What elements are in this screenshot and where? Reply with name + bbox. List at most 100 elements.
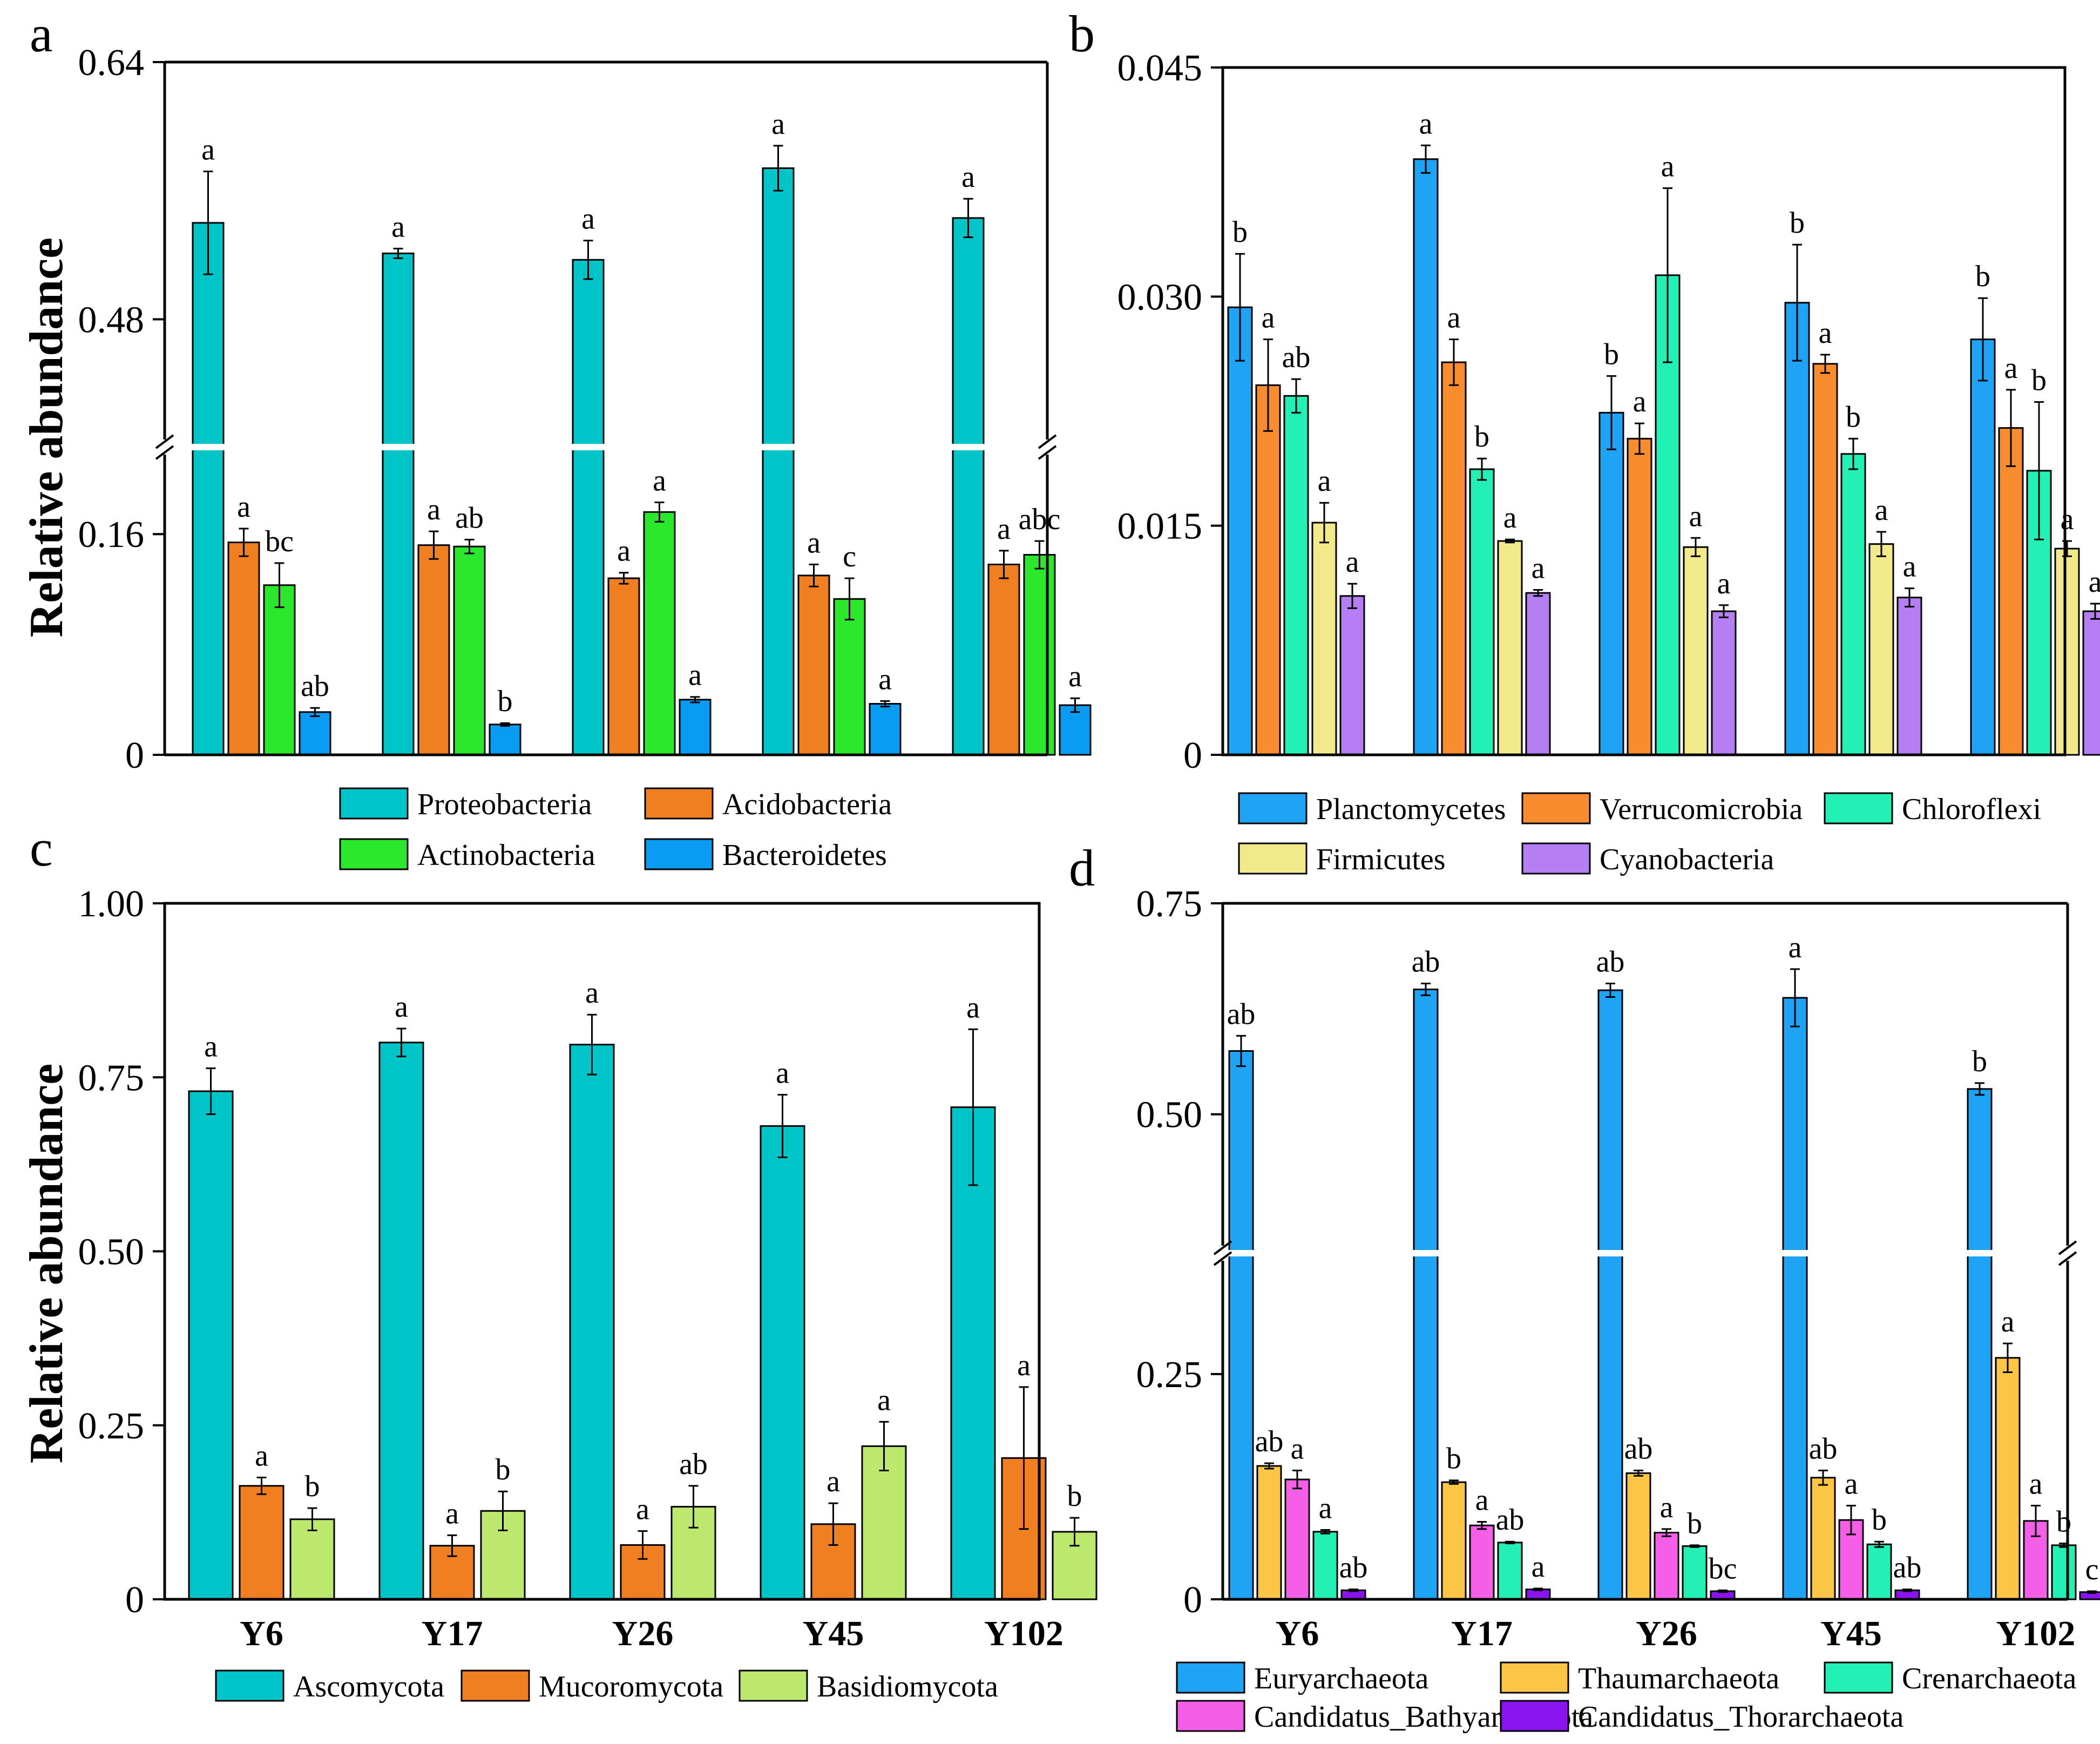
significance-letter: ab [1255, 1425, 1284, 1458]
panel-letter: b [1069, 5, 1095, 63]
bar-Euryarchaeota-Y17 [1413, 988, 1439, 1600]
legend: Ascomycota Mucoromycota Basidiomycota [215, 1669, 998, 1704]
legend-label: Actinobacteria [417, 839, 595, 872]
y-tick-label: 0.25 [1136, 1354, 1203, 1396]
significance-letter: a [966, 991, 980, 1024]
bar-Firmicutes-Y45 [1868, 543, 1894, 756]
legend-label: Bacteroidetes [722, 839, 887, 872]
significance-letter: a [445, 1497, 459, 1530]
bar-Firmicutes-Y6 [1311, 522, 1337, 756]
significance-letter: bc [265, 525, 294, 558]
x-tick-label: Y45 [803, 1614, 864, 1653]
legend-swatch-Thaumarchaeota [1500, 1661, 1569, 1694]
significance-letter: a [2089, 565, 2100, 599]
significance-letter: a [237, 490, 250, 524]
bar-Cyanobacteria-Y17 [1525, 592, 1551, 756]
bar-Thaumarchaeota-Y6 [1256, 1465, 1282, 1600]
bar-Acidobacteria-Y45 [797, 574, 830, 756]
bar-Cyanobacteria-Y45 [1896, 597, 1922, 756]
significance-letter: a [2061, 503, 2074, 536]
legend-swatch-Verrucomicrobia [1521, 792, 1591, 824]
axis-break-gap [1224, 1250, 2067, 1256]
significance-letter: ab [1227, 997, 1256, 1031]
significance-letter: ab [1282, 341, 1311, 374]
bar-Verrucomicrobia-Y6 [1255, 384, 1281, 756]
significance-letter: a [581, 202, 595, 235]
bar-Firmicutes-Y17 [1497, 540, 1523, 756]
significance-letter: a [776, 1056, 789, 1090]
x-tick-label: Y102 [984, 1614, 1063, 1653]
x-tick-label: Y6 [240, 1614, 283, 1653]
bar-Proteobacteria-Y102 [952, 217, 985, 756]
bar-Mucoromycota-Y17 [429, 1545, 475, 1600]
bar-Euryarchaeota-Y102 [1967, 1088, 1993, 1600]
panel-letter: d [1069, 839, 1095, 897]
significance-letter: b [498, 685, 513, 718]
legend-swatch-Basidiomycota [739, 1669, 808, 1702]
legend-swatch-Candidatus_Bathyarchaeota [1176, 1700, 1245, 1732]
significance-letter: a [1845, 1467, 1858, 1500]
legend-swatch-Crenarchaeota [1824, 1661, 1893, 1694]
bar-Ascomycota-Y6 [188, 1090, 234, 1600]
bar-Ascomycota-Y26 [569, 1044, 615, 1600]
bar-Euryarchaeota-Y26 [1597, 989, 1623, 1600]
bar-Thaumarchaeota-Y26 [1625, 1472, 1651, 1600]
bar-Verrucomicrobia-Y45 [1812, 363, 1838, 756]
legend-swatch-Euryarchaeota [1176, 1661, 1245, 1694]
significance-letter: a [1819, 316, 1832, 350]
significance-letter: b [1972, 1045, 1987, 1078]
significance-letter: ab [455, 501, 484, 535]
bar-Actinobacteria-Y45 [833, 598, 866, 756]
significance-letter: a [2001, 1305, 2015, 1339]
bar-Basidiomycota-Y6 [289, 1518, 335, 1600]
legend-swatch-Bacteroidetes [644, 838, 714, 870]
significance-letter: a [688, 659, 702, 692]
bar-Verrucomicrobia-Y102 [1998, 427, 2024, 756]
bar-Firmicutes-Y26 [1683, 546, 1709, 756]
significance-letter: a [1318, 464, 1331, 498]
axis-break-mark [1038, 434, 1057, 449]
bar-Actinobacteria-Y102 [1023, 554, 1056, 756]
panel-letter: a [30, 5, 53, 63]
y-tick-label: 0.030 [1117, 276, 1203, 318]
significance-letter: a [1633, 385, 1647, 418]
axis-break-mark [1213, 1251, 1232, 1266]
significance-letter: a [1532, 1550, 1545, 1584]
bar-Planctomycetes-Y102 [1970, 339, 1996, 756]
legend: Proteobacteria Acidobacteria Actinobacteri… [339, 787, 892, 872]
bar-Thaumarchaeota-Y45 [1810, 1477, 1836, 1600]
significance-letter: a [997, 512, 1011, 546]
y-tick-label: 0.48 [78, 299, 145, 341]
legend-label: Crenarchaeota [1902, 1662, 2076, 1695]
y-tick-label: 0.75 [1136, 883, 1203, 925]
significance-letter: a [961, 160, 975, 194]
legend-label: Mucoromycota [539, 1670, 723, 1704]
significance-letter: abc [1019, 503, 1061, 536]
significance-letter: b [1790, 206, 1805, 240]
significance-letter: a [807, 526, 821, 559]
bar-Thaumarchaeota-Y17 [1441, 1481, 1467, 1600]
bar-Bacteroidetes-Y26 [679, 699, 712, 756]
legend-label: Thaumarchaeota [1578, 1662, 1779, 1695]
bar-Verrucomicrobia-Y17 [1441, 361, 1467, 756]
significance-letter: b [1846, 400, 1861, 434]
bar-Crenarchaeota-Y26 [1682, 1545, 1708, 1600]
y-tick-label: 0.16 [78, 514, 145, 556]
significance-letter: ab [1496, 1503, 1525, 1537]
bar-Proteobacteria-Y17 [382, 252, 415, 756]
bar-Chloroflexi-Y45 [1840, 453, 1866, 756]
axis-break-mark [1213, 1240, 1232, 1255]
significance-letter: a [1447, 301, 1461, 335]
y-tick-label: 0 [1183, 735, 1202, 776]
significance-letter: a [1717, 567, 1731, 600]
bar-Bacteroidetes-Y45 [869, 702, 902, 756]
significance-letter: a [1661, 150, 1675, 183]
legend-swatch-Proteobacteria [339, 787, 409, 820]
significance-letter: a [395, 990, 408, 1024]
significance-letter: a [617, 535, 631, 568]
bar-Acidobacteria-Y26 [607, 577, 640, 756]
